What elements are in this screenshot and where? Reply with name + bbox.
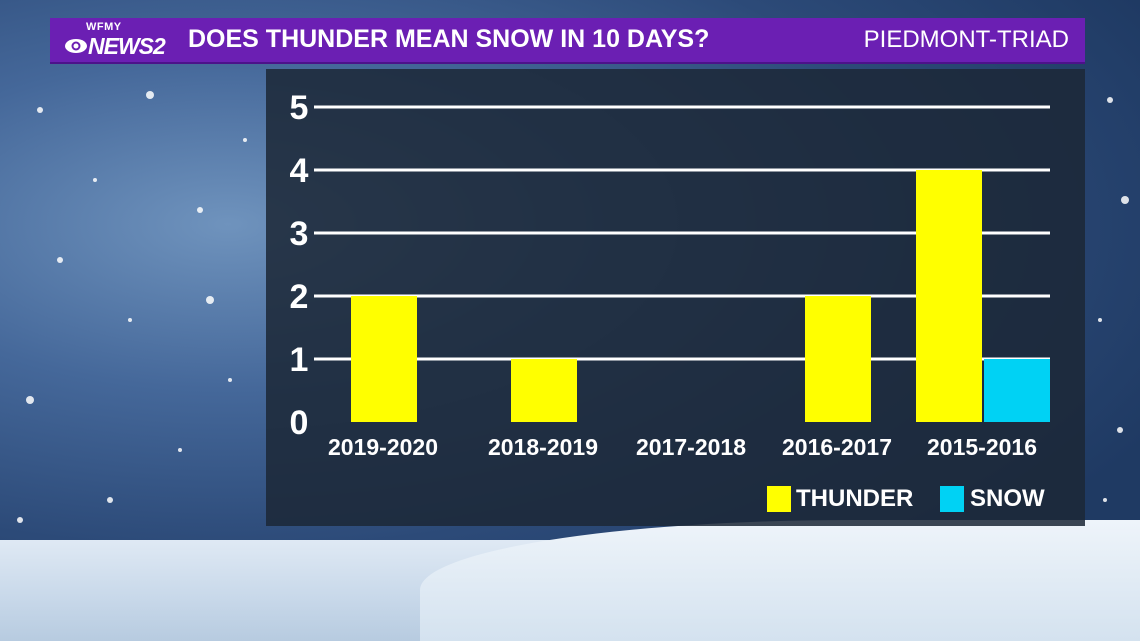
legend-snow-swatch <box>940 486 964 512</box>
legend-thunder-label: THUNDER <box>796 485 914 512</box>
y-tick-label-1: 1 <box>290 341 309 379</box>
x-tick-label-2016-2017: 2016-2017 <box>782 434 892 460</box>
bar-thunder-2019-2020 <box>351 296 417 422</box>
x-tick-label-2015-2016: 2015-2016 <box>927 434 1037 460</box>
y-tick-label-2: 2 <box>290 278 309 316</box>
region-label: PIEDMONT-TRIAD <box>863 26 1069 53</box>
x-tick-label-2018-2019: 2018-2019 <box>488 434 598 460</box>
x-tick-label-2017-2018: 2017-2018 <box>636 434 746 460</box>
bar-snow-2015-2016 <box>984 359 1050 422</box>
legend-snow-label: SNOW <box>970 485 1045 512</box>
station-logo: WFMY NEWS2 <box>58 21 178 61</box>
bar-thunder-2015-2016 <box>916 170 982 422</box>
bar-chart: 0 1 2 3 4 5 2019-2020 2018-2019 2017-2018 2016-2… <box>290 89 1050 460</box>
y-tick-label-4: 4 <box>290 152 309 190</box>
y-tick-label-3: 3 <box>290 215 309 253</box>
x-tick-label-2019-2020: 2019-2020 <box>328 434 438 460</box>
cbs-eye-icon <box>65 39 87 53</box>
bar-thunder-2016-2017 <box>805 296 871 422</box>
y-tick-label-0: 0 <box>290 404 309 442</box>
legend-thunder-swatch <box>767 486 791 512</box>
title-bar: WFMY NEWS2 DOES THUNDER MEAN SNOW IN 10 … <box>50 18 1085 64</box>
y-tick-label-5: 5 <box>290 89 309 127</box>
page-title: DOES THUNDER MEAN SNOW IN 10 DAYS? <box>188 25 710 53</box>
logo-wfmy-text: WFMY <box>86 21 122 33</box>
bar-thunder-2018-2019 <box>511 359 577 422</box>
logo-news-text: NEWS2 <box>88 33 166 59</box>
